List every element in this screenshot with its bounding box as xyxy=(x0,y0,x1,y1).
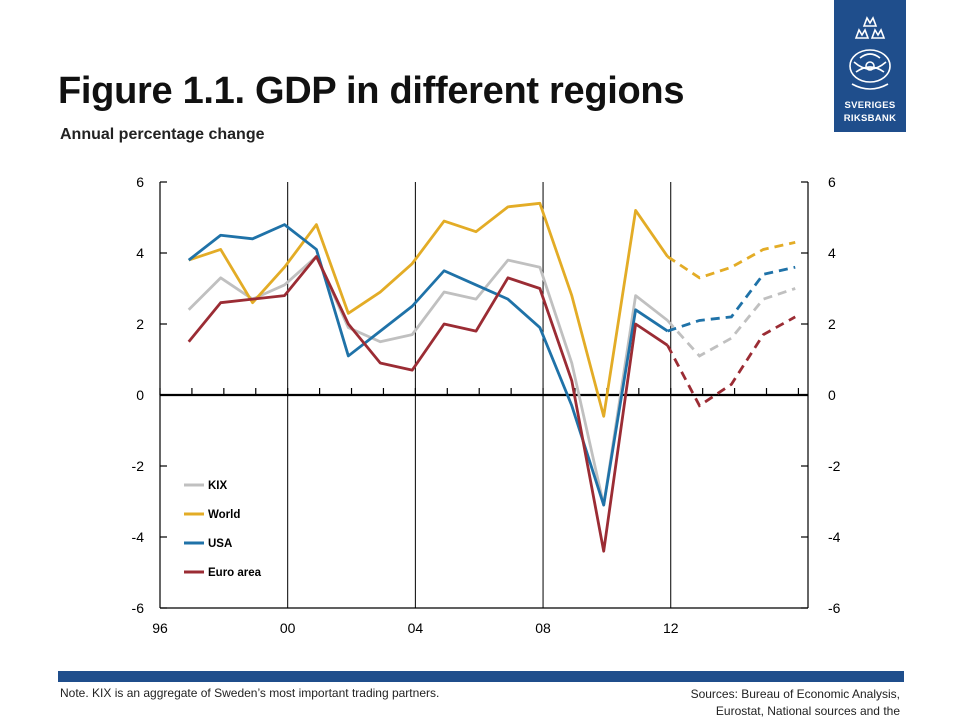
footer-sources: Sources: Bureau of Economic Analysis, Eu… xyxy=(600,686,900,720)
logo-line-2: RIKSBANK xyxy=(843,113,897,124)
crest-icon xyxy=(849,16,891,90)
y-tick-label-right: -2 xyxy=(828,458,841,474)
legend-label-usa: USA xyxy=(208,538,232,550)
x-tick-label: 96 xyxy=(152,620,168,636)
legend-label-world: World xyxy=(208,509,240,521)
sources-line-2: Eurostat, National sources and the xyxy=(715,704,900,718)
y-tick-label-left: -4 xyxy=(132,529,145,545)
y-tick-label-left: -2 xyxy=(132,458,145,474)
y-tick-label-left: -6 xyxy=(132,600,145,616)
series-line-kix xyxy=(187,255,669,507)
legend-label-kix: KIX xyxy=(208,480,228,492)
y-tick-label-left: 6 xyxy=(136,174,144,190)
x-tick-label: 00 xyxy=(280,620,296,636)
x-tick-label: 04 xyxy=(408,620,424,636)
series-forecast-usa xyxy=(667,265,796,333)
series-line-euro-area xyxy=(187,255,669,553)
y-tick-label-right: 2 xyxy=(828,316,836,332)
series-line-world xyxy=(188,201,669,418)
riksbank-logo: SVERIGES RIKSBANK xyxy=(834,0,906,132)
series-forecast-euro-area xyxy=(666,315,796,408)
y-tick-label-right: -6 xyxy=(828,600,841,616)
series-forecast-world xyxy=(666,240,796,280)
footer-note: Note. KIX is an aggregate of Sweden’s mo… xyxy=(60,686,440,700)
y-tick-label-left: 2 xyxy=(136,316,144,332)
sources-line-1: Sources: Bureau of Economic Analysis, xyxy=(690,687,900,701)
y-tick-label-right: 4 xyxy=(828,245,836,261)
y-tick-label-left: 0 xyxy=(136,387,144,403)
y-tick-label-right: -4 xyxy=(828,529,841,545)
x-tick-label: 12 xyxy=(663,620,679,636)
footer-bar xyxy=(58,671,904,682)
y-tick-label-right: 0 xyxy=(828,387,836,403)
logo-line-1: SVERIGES xyxy=(844,100,896,111)
x-tick-label: 08 xyxy=(535,620,551,636)
y-tick-label-left: 4 xyxy=(136,245,144,261)
page-title: Figure 1.1. GDP in different regions xyxy=(58,70,685,112)
legend-label-euro-area: Euro area xyxy=(208,567,262,579)
gdp-line-chart: -6 -6-4 -4-2 -20 02 24 46 696 00 04 08 12KIXWorldUS… xyxy=(132,174,841,636)
series-forecast-kix xyxy=(666,287,796,358)
page-subtitle: Annual percentage change xyxy=(60,126,265,143)
series-line-usa xyxy=(187,223,669,507)
y-tick-label-right: 6 xyxy=(828,174,836,190)
